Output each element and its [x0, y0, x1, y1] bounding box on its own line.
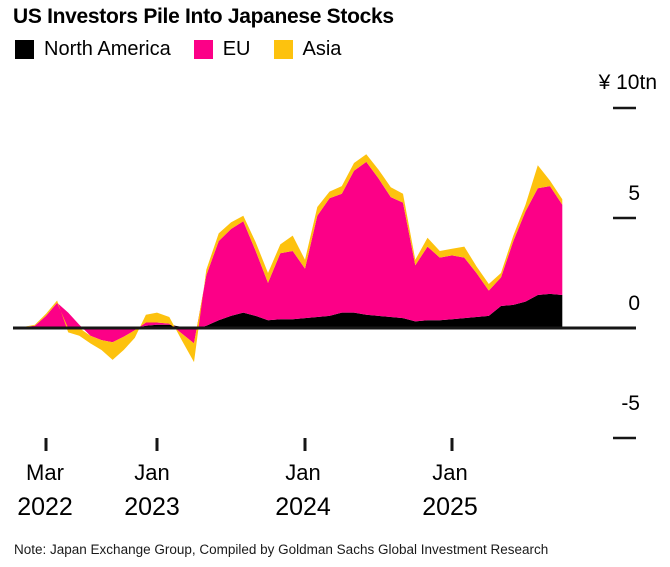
- x-axis-label-jan-2023: Jan 2023: [97, 460, 207, 521]
- legend-label-eu: EU: [222, 38, 251, 60]
- legend-item-north-america: North America: [15, 39, 171, 59]
- x-axis-month-mar-2022: Mar: [26, 460, 64, 485]
- x-axis-label-mar-2022: Mar 2022: [0, 460, 100, 521]
- x-axis-label-jan-2025: Jan 2025: [395, 460, 505, 521]
- legend-swatch-asia: [273, 39, 293, 59]
- x-axis-label-jan-2024: Jan 2024: [248, 460, 358, 521]
- x-axis-year-2023: 2023: [124, 493, 180, 521]
- legend: North America EU Asia: [15, 39, 341, 59]
- x-axis-year-2025: 2025: [422, 493, 478, 521]
- y-axis-label-neg5: -5: [621, 392, 640, 415]
- legend-label-north-america: North America: [44, 38, 171, 60]
- x-axis-month-jan-2024: Jan: [285, 460, 321, 485]
- legend-item-eu: EU: [193, 38, 251, 60]
- legend-item-asia: Asia: [273, 38, 342, 60]
- legend-swatch-eu: [193, 39, 213, 59]
- y-axis-label-0: 0: [628, 292, 640, 315]
- chart-title: US Investors Pile Into Japanese Stocks: [13, 5, 394, 28]
- y-axis-label-5: 5: [628, 182, 640, 205]
- x-axis-year-2024: 2024: [275, 493, 331, 521]
- x-axis-year-2022: 2022: [17, 493, 73, 521]
- area-band-eu: [23, 161, 563, 344]
- x-axis-month-jan-2025: Jan: [432, 460, 468, 485]
- source-note: Note: Japan Exchange Group, Compiled by …: [14, 542, 549, 557]
- y-axis-unit-label: ¥ 10tn: [598, 71, 657, 94]
- legend-swatch-north-america: [15, 39, 34, 59]
- x-axis-month-jan-2023: Jan: [134, 460, 170, 485]
- legend-label-asia: Asia: [302, 38, 342, 60]
